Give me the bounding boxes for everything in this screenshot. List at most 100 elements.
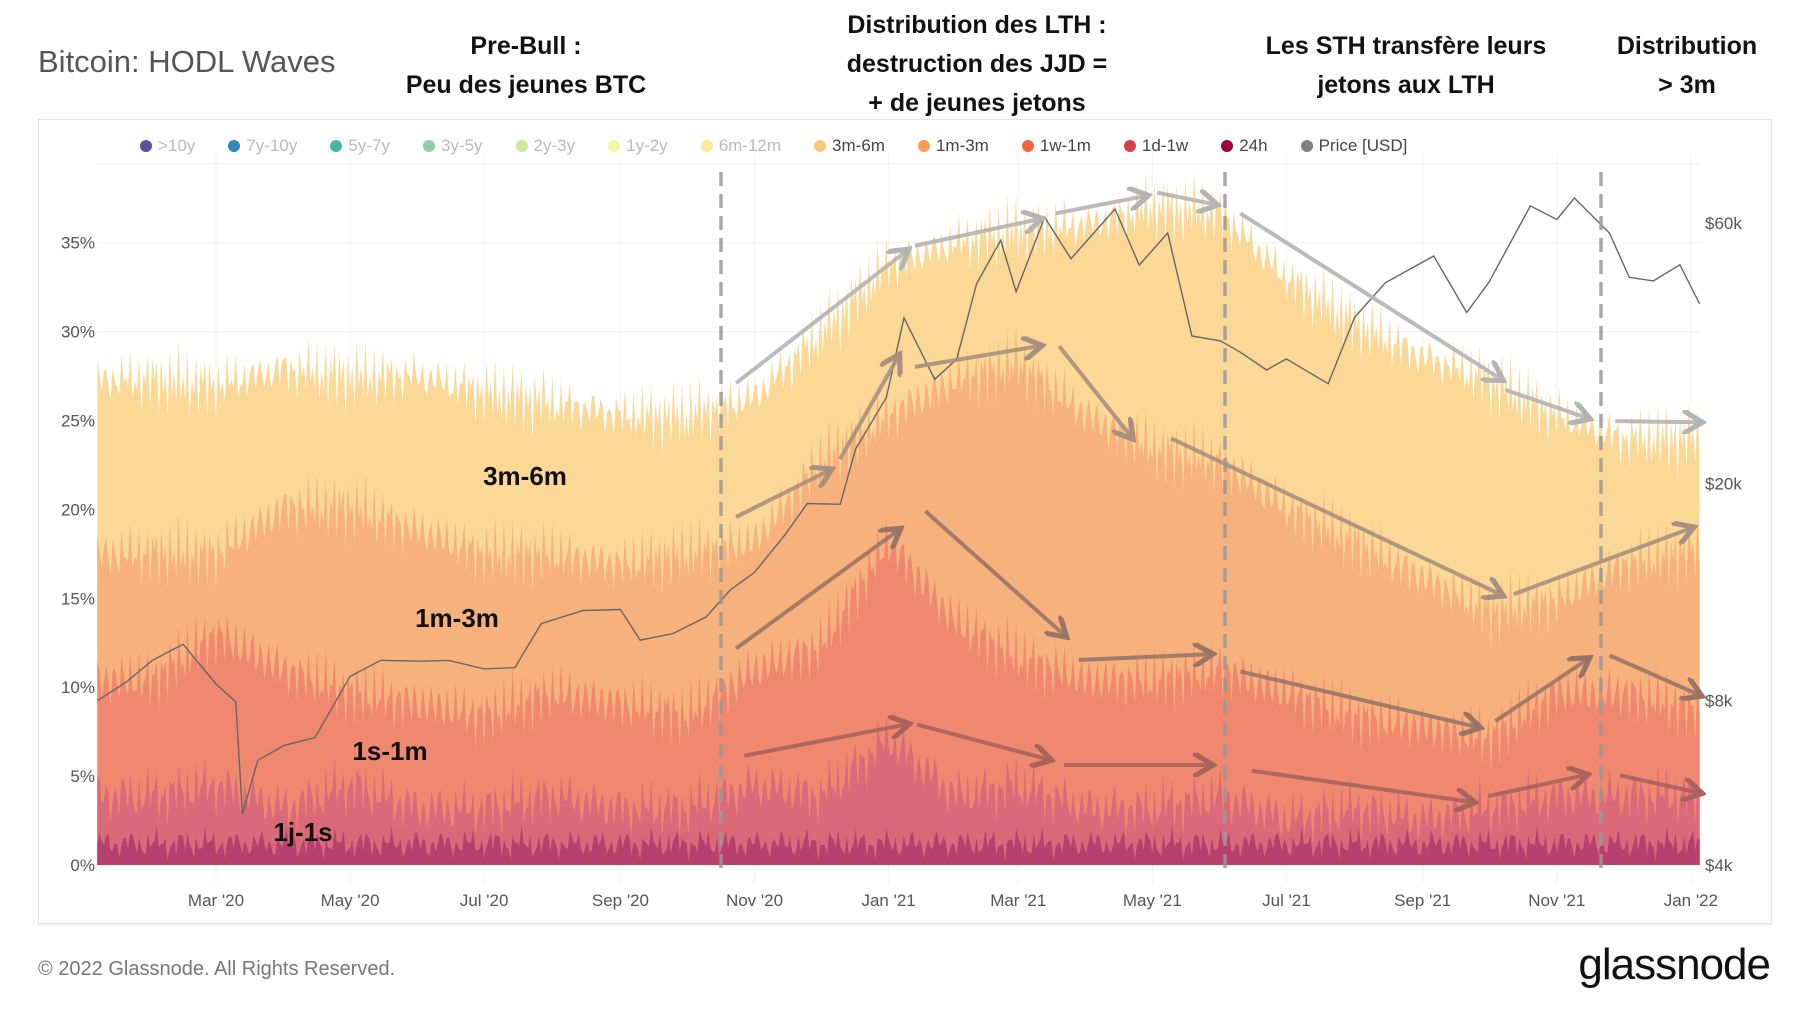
y-tick-label: 30% xyxy=(61,323,95,342)
legend-label: 5y-7y xyxy=(348,136,390,155)
legend-label: 6m-12m xyxy=(718,136,782,155)
x-tick-label: Jan '21 xyxy=(861,891,915,910)
annotation-line: Distribution des LTH : xyxy=(847,11,1107,39)
trend-arrow xyxy=(1251,768,1471,802)
chart-frame xyxy=(38,119,1772,924)
y-tick-label: 0% xyxy=(70,856,95,875)
legend-dot-icon xyxy=(1221,140,1234,152)
y-tick-label: 5% xyxy=(70,767,95,786)
trend-arrow xyxy=(1239,211,1500,378)
legend-dot-icon xyxy=(917,140,930,152)
legend-label: Price [USD] xyxy=(1318,136,1408,155)
legend-label: 1y-2y xyxy=(626,136,668,155)
annotation-line: > 3m xyxy=(1658,71,1716,99)
trend-arrow xyxy=(1608,653,1699,694)
annotation-line: Pre-Bull : xyxy=(470,32,582,60)
legend-item-7y-10y[interactable]: 7y-10y xyxy=(228,136,297,156)
area-band-1d-1w xyxy=(97,715,1700,865)
trend-arrow xyxy=(734,531,898,651)
x-tick-label: Nov '20 xyxy=(726,891,783,910)
x-tick-label: Jan '22 xyxy=(1664,891,1718,910)
x-tick-label: Nov '21 xyxy=(1528,891,1585,910)
legend-label: 7y-10y xyxy=(246,136,298,155)
legend-dot-icon xyxy=(1123,140,1136,152)
trend-arrow xyxy=(1619,773,1698,792)
legend-item-price-usd-[interactable]: Price [USD] xyxy=(1300,136,1408,156)
legend-item-24h[interactable]: 24h xyxy=(1221,136,1268,156)
trend-arrow xyxy=(914,219,1038,248)
trend-arrow xyxy=(1055,196,1145,216)
legend-item-3m-6m[interactable]: 3m-6m xyxy=(814,136,885,156)
trend-arrow xyxy=(1057,344,1131,436)
legend-dot-icon xyxy=(1021,140,1034,152)
legend-label: 2y-3y xyxy=(533,136,576,155)
trend-arrow xyxy=(914,346,1038,369)
trend-arrow xyxy=(734,252,906,385)
trend-arrow xyxy=(1615,421,1698,422)
band-label-b1m3m: 1m-3m xyxy=(415,603,499,633)
price-line xyxy=(96,196,1701,815)
legend-label: 1w-1m xyxy=(1039,136,1091,155)
annotation-line: + de jeunes jetons xyxy=(868,89,1086,117)
trend-arrow xyxy=(743,725,906,758)
legend-item-2y-3y[interactable]: 2y-3y xyxy=(515,136,576,156)
y-tick-label: 35% xyxy=(61,234,95,253)
legend-dot-icon xyxy=(228,140,241,152)
legend-dot-icon xyxy=(1300,140,1313,152)
legend-label: 3m-6m xyxy=(832,136,885,155)
annotation-line: jetons aux LTH xyxy=(1317,71,1495,99)
trend-arrow xyxy=(1487,775,1584,799)
x-tick-label: May '21 xyxy=(1123,891,1182,910)
trend-arrow xyxy=(1078,654,1209,660)
legend-dot-icon xyxy=(700,140,713,152)
y-tick-label: 10% xyxy=(61,678,95,697)
legend-label: 1d-1w xyxy=(1141,136,1189,155)
legend-item-6m-12m[interactable]: 6m-12m xyxy=(700,136,782,156)
x-tick-label: Jul '20 xyxy=(460,891,509,910)
price-tick-label: $20k xyxy=(1705,474,1742,493)
legend-dot-icon xyxy=(140,140,152,152)
trend-arrow xyxy=(1513,528,1691,597)
band-label-b3m6m: 3m-6m xyxy=(483,461,567,491)
trend-arrow xyxy=(1239,669,1477,727)
legend-item-5y-7y[interactable]: 5y-7y xyxy=(330,136,390,156)
glassnode-logo: glassnode xyxy=(1578,940,1771,989)
trend-arrow xyxy=(924,509,1063,634)
legend-item-3y-5y[interactable]: 3y-5y xyxy=(422,136,483,156)
legend: >10y 7y-10y 5y-7y 3y-5y 2y-3y 1y-2y 6m-12m 3m-6… xyxy=(140,136,1750,156)
trend-arrow xyxy=(838,358,898,461)
annotation-line: Distribution xyxy=(1616,32,1758,60)
legend-label: 1m-3m xyxy=(935,136,989,155)
annotation-line: destruction des JJD = xyxy=(846,50,1108,78)
legend-dot-icon xyxy=(515,140,528,152)
band-label-b1s1m: 1s-1m xyxy=(352,736,427,766)
annotation-distribution-3m: Distribution > 3m xyxy=(1617,27,1757,105)
legend-item-1m-3m[interactable]: 1m-3m xyxy=(917,136,989,156)
area-band-24h xyxy=(97,825,1700,865)
trend-arrow xyxy=(735,471,828,519)
annotation-line: Les STH transfère leurs xyxy=(1265,32,1547,60)
annotation-sth-transfer: Les STH transfère leurs jetons aux LTH xyxy=(1266,27,1547,105)
legend-dot-icon xyxy=(330,140,343,152)
x-tick-label: Jul '21 xyxy=(1262,891,1311,910)
legend-label: >10y xyxy=(158,136,196,155)
trend-arrow xyxy=(1505,388,1587,418)
price-tick-label: $4k xyxy=(1705,856,1733,875)
y-tick-label: 20% xyxy=(61,500,95,519)
annotation-line: Peu des jeunes BTC xyxy=(405,71,647,99)
legend-item-1y-2y[interactable]: 1y-2y xyxy=(608,136,668,156)
annotation-prebull: Pre-Bull : Peu des jeunes BTC xyxy=(406,27,646,105)
legend-label: 24h xyxy=(1239,136,1268,155)
x-tick-label: Mar '21 xyxy=(990,891,1046,910)
chart-title: Bitcoin: HODL Waves xyxy=(38,44,336,79)
x-tick-label: May '20 xyxy=(321,891,380,910)
legend-item-1w-1m[interactable]: 1w-1m xyxy=(1021,136,1091,156)
x-tick-label: Sep '21 xyxy=(1394,891,1451,910)
legend-item-1d-1w[interactable]: 1d-1w xyxy=(1123,136,1189,156)
price-tick-label: $60k xyxy=(1705,214,1742,233)
trend-arrow xyxy=(1156,193,1214,205)
y-tick-label: 15% xyxy=(61,589,95,608)
price-tick-label: $8k xyxy=(1705,692,1733,711)
legend-item--10y[interactable]: >10y xyxy=(140,136,195,156)
